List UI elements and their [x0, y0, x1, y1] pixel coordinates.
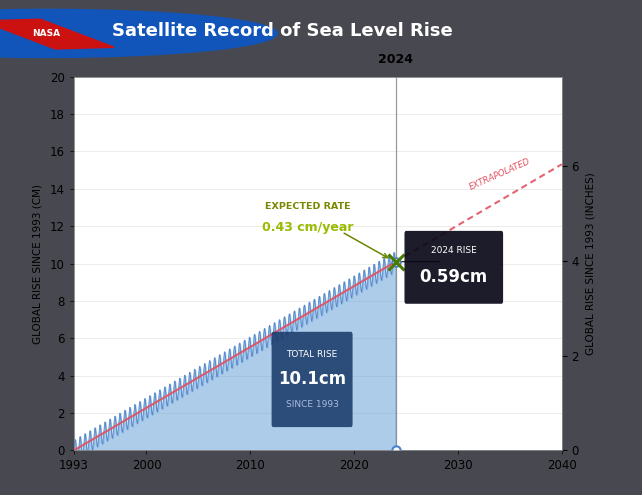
Text: EXTRAPOLATED: EXTRAPOLATED	[467, 156, 532, 192]
Y-axis label: GLOBAL RISE SINCE 1993 (CM): GLOBAL RISE SINCE 1993 (CM)	[33, 184, 43, 344]
Text: 2024: 2024	[378, 52, 413, 65]
Text: Satellite Record of Sea Level Rise: Satellite Record of Sea Level Rise	[112, 22, 453, 40]
Text: TOTAL RISE: TOTAL RISE	[286, 350, 338, 359]
Text: SINCE 1993: SINCE 1993	[286, 400, 338, 409]
FancyBboxPatch shape	[272, 332, 352, 427]
Y-axis label: GLOBAL RISE SINCE 1993 (INCHES): GLOBAL RISE SINCE 1993 (INCHES)	[586, 172, 596, 355]
Text: 2024 RISE: 2024 RISE	[431, 246, 476, 255]
Text: EXPECTED RATE: EXPECTED RATE	[265, 202, 351, 211]
Circle shape	[0, 9, 277, 57]
Text: 0.43 cm/year: 0.43 cm/year	[262, 221, 353, 234]
Text: 0.59cm: 0.59cm	[420, 268, 488, 287]
FancyBboxPatch shape	[404, 231, 503, 304]
FancyArrow shape	[0, 19, 114, 49]
Text: 10.1cm: 10.1cm	[278, 370, 346, 389]
Text: NASA: NASA	[32, 29, 60, 38]
